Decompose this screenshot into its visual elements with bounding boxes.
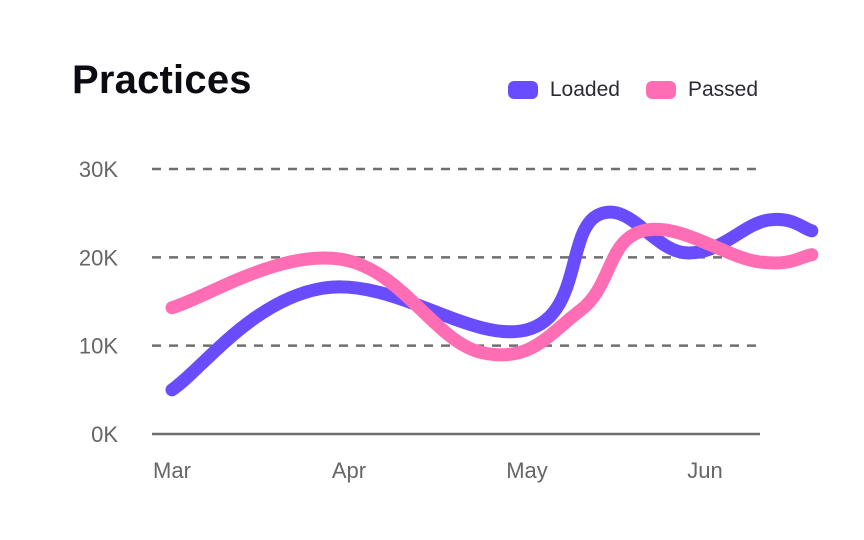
- x-tick-label-jun: Jun: [687, 458, 722, 483]
- legend-item-passed: Passed: [645, 78, 758, 102]
- x-tick-label-apr: Apr: [332, 458, 366, 483]
- legend-swatch-passed: [645, 81, 676, 99]
- y-tick-label-0k: 0K: [91, 422, 118, 447]
- series-line-passed: [165, 222, 819, 362]
- legend-label-loaded: Loaded: [549, 78, 620, 101]
- y-tick-label-20k: 20K: [79, 245, 118, 270]
- y-tick-label-30k: 30K: [79, 157, 118, 182]
- x-tick-label-mar: Mar: [153, 458, 191, 483]
- x-tick-label-may: May: [506, 458, 548, 483]
- y-tick-label-10k: 10K: [79, 334, 118, 359]
- series-line-loaded: [165, 205, 819, 397]
- legend-swatch-loaded: [507, 81, 538, 99]
- chart-legend: Loaded Passed: [507, 78, 758, 102]
- legend-item-loaded: Loaded: [507, 78, 620, 102]
- legend-label-passed: Passed: [687, 78, 758, 101]
- chart-title: Practices: [72, 58, 252, 102]
